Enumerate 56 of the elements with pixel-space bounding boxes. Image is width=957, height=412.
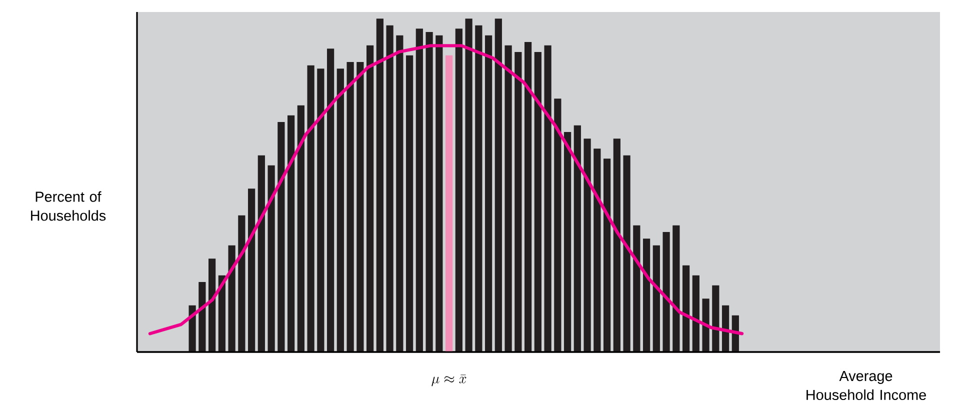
bar	[702, 298, 710, 352]
bar	[188, 305, 196, 352]
bar	[712, 285, 720, 352]
bar	[248, 188, 256, 352]
bar	[455, 28, 462, 352]
bar	[544, 45, 552, 352]
bar	[336, 68, 344, 352]
bar	[406, 55, 414, 352]
bar	[613, 138, 620, 352]
bar	[574, 125, 581, 352]
bar	[198, 282, 206, 352]
bar	[307, 65, 314, 352]
bar	[376, 18, 384, 352]
bar	[623, 155, 630, 352]
bar	[524, 42, 532, 352]
bar	[366, 45, 374, 352]
bar	[258, 155, 265, 352]
bar	[426, 32, 433, 352]
bar	[652, 245, 660, 352]
bar	[436, 35, 443, 352]
bar	[672, 225, 680, 352]
bar	[465, 18, 472, 352]
bar	[208, 258, 216, 352]
bar	[682, 265, 690, 352]
bar	[484, 35, 492, 352]
bar	[386, 25, 394, 352]
bar	[416, 28, 423, 352]
text: $\mu \approx \bar{x}$	[432, 374, 466, 386]
bar	[594, 148, 601, 352]
bar	[238, 215, 246, 352]
bar	[554, 98, 562, 352]
bar	[603, 158, 611, 352]
bar	[584, 138, 591, 352]
bar	[445, 55, 453, 352]
bar	[504, 45, 512, 352]
x-axis-title: Average Household Income	[806, 371, 926, 400]
bar	[534, 52, 542, 352]
bar	[564, 132, 572, 352]
bar	[268, 165, 275, 352]
bar	[494, 18, 502, 352]
bar	[692, 275, 700, 352]
bar	[287, 115, 295, 352]
bar	[326, 48, 334, 352]
bar	[642, 238, 650, 352]
bar	[317, 68, 324, 352]
bar	[633, 225, 640, 352]
bar	[662, 232, 670, 352]
bar	[396, 35, 404, 352]
y-axis-title: Percent of Households	[31, 191, 106, 221]
bar	[514, 52, 522, 352]
bar	[346, 62, 354, 352]
bar	[278, 122, 285, 352]
bar	[356, 62, 364, 352]
bar	[475, 25, 482, 352]
bar	[228, 245, 236, 352]
bar	[297, 105, 304, 352]
